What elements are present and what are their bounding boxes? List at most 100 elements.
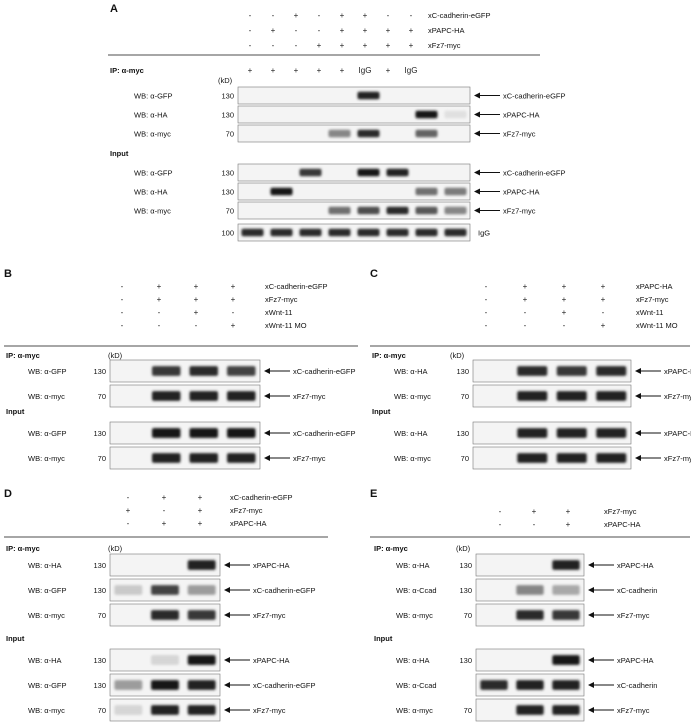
mw-marker: 130 xyxy=(93,656,106,665)
blot-band xyxy=(556,428,587,438)
wb-antibody-label: WB: α-myc xyxy=(394,454,431,463)
blot-strip xyxy=(472,421,632,445)
wb-antibody-label: WB: α-GFP xyxy=(28,681,67,690)
loading-control-strip xyxy=(237,223,471,242)
blot-band xyxy=(114,680,143,690)
condition-label: xFz7-myc xyxy=(428,41,461,50)
blot-band xyxy=(386,206,409,215)
ip-label: IP: α-myc xyxy=(372,351,406,360)
condition-sign: - xyxy=(127,519,130,528)
condition-label: xPAPC-HA xyxy=(230,519,267,528)
blot-frame xyxy=(237,182,471,201)
condition-sign: + xyxy=(409,41,414,50)
condition-label: xFz7-myc xyxy=(265,295,298,304)
blot-frame xyxy=(472,359,632,383)
condition-sign: - xyxy=(249,11,252,20)
blot-band xyxy=(357,206,380,215)
panel-letter: A xyxy=(110,3,118,15)
target-protein-label: xPAPC-HA xyxy=(664,429,691,438)
condition-sign: - xyxy=(387,11,390,20)
condition-sign: + xyxy=(562,295,567,304)
blot-frame xyxy=(472,446,632,470)
condition-sign: + xyxy=(194,295,199,304)
condition-sign: - xyxy=(272,41,275,50)
ip-sign: + xyxy=(386,66,391,75)
condition-sign: - xyxy=(485,282,488,291)
wb-antibody-label: WB: α-myc xyxy=(28,706,65,715)
wb-antibody-label: WB: α-myc xyxy=(394,392,431,401)
mw-marker: 130 xyxy=(221,92,234,101)
condition-sign: - xyxy=(499,507,502,516)
blot-frame xyxy=(475,648,585,672)
mw-marker: 70 xyxy=(226,207,234,216)
panel-letter: C xyxy=(370,268,378,280)
blot-frame xyxy=(109,446,261,470)
condition-sign: + xyxy=(566,507,571,516)
condition-label: xPAPC-HA xyxy=(636,282,673,291)
target-protein-label: xC-cadherin-eGFP xyxy=(503,169,566,178)
wb-antibody-label: WB: α-GFP xyxy=(28,367,67,376)
wb-antibody-label: WB: α-GFP xyxy=(134,169,173,178)
target-protein-label: xFz7-myc xyxy=(503,130,536,139)
blot-band xyxy=(227,453,256,463)
ip-label: IP: α-myc xyxy=(6,544,40,553)
target-protein-label: xC-cadherin-eGFP xyxy=(253,681,316,690)
blot-band xyxy=(299,228,322,237)
blot-band xyxy=(357,129,380,138)
condition-sign: + xyxy=(198,506,203,515)
condition-sign: + xyxy=(294,11,299,20)
blot-band xyxy=(152,391,181,401)
blot-strip xyxy=(237,182,471,201)
blot-strip xyxy=(109,553,221,577)
condition-sign: + xyxy=(601,282,606,291)
blot-band xyxy=(552,655,580,665)
condition-sign: + xyxy=(409,26,414,35)
mw-marker: 70 xyxy=(464,706,472,715)
condition-sign: + xyxy=(523,282,528,291)
blot-strip xyxy=(109,578,221,602)
blot-band xyxy=(517,366,548,376)
target-protein-label: xPAPC-HA xyxy=(617,656,654,665)
wb-antibody-label: WB: α-myc xyxy=(28,392,65,401)
input-label: Input xyxy=(374,634,393,643)
target-protein-label: xC-cadherin-eGFP xyxy=(253,586,316,595)
blot-band xyxy=(187,610,216,620)
blot-band xyxy=(386,168,409,177)
condition-sign: - xyxy=(485,321,488,330)
target-protein-label: xFz7-myc xyxy=(617,706,650,715)
ip-sign: + xyxy=(317,66,322,75)
blot-strip xyxy=(237,163,471,182)
blot-band xyxy=(552,680,580,690)
condition-sign: - xyxy=(121,282,124,291)
mw-marker: 130 xyxy=(459,561,472,570)
condition-sign: + xyxy=(231,321,236,330)
blot-band xyxy=(415,228,438,237)
target-protein-label: xFz7-myc xyxy=(664,392,691,401)
blot-strip xyxy=(475,648,585,672)
condition-sign: + xyxy=(386,41,391,50)
mw-marker: 70 xyxy=(464,611,472,620)
blot-band xyxy=(556,366,587,376)
condition-sign: + xyxy=(198,519,203,528)
blot-band xyxy=(596,428,627,438)
blot-band xyxy=(556,391,587,401)
mw-marker: 70 xyxy=(98,392,106,401)
target-protein-label: xPAPC-HA xyxy=(253,656,290,665)
kd-label: (kD) xyxy=(108,544,123,553)
blot-band xyxy=(299,168,322,177)
blot-band xyxy=(151,610,179,620)
target-protein-label: xFz7-myc xyxy=(253,706,286,715)
blot-band xyxy=(516,610,544,620)
wb-antibody-label: WB: α-myc xyxy=(396,611,433,620)
blot-strip xyxy=(237,86,471,105)
condition-sign: - xyxy=(158,321,161,330)
condition-sign: + xyxy=(532,507,537,516)
panel-letter: E xyxy=(370,488,377,500)
blot-band xyxy=(270,187,293,196)
panel-letter: B xyxy=(4,268,12,280)
blot-frame xyxy=(472,384,632,408)
blot-band xyxy=(152,366,181,376)
blot-band xyxy=(270,228,293,237)
target-protein-label: xFz7-myc xyxy=(293,392,326,401)
condition-sign: - xyxy=(195,321,198,330)
